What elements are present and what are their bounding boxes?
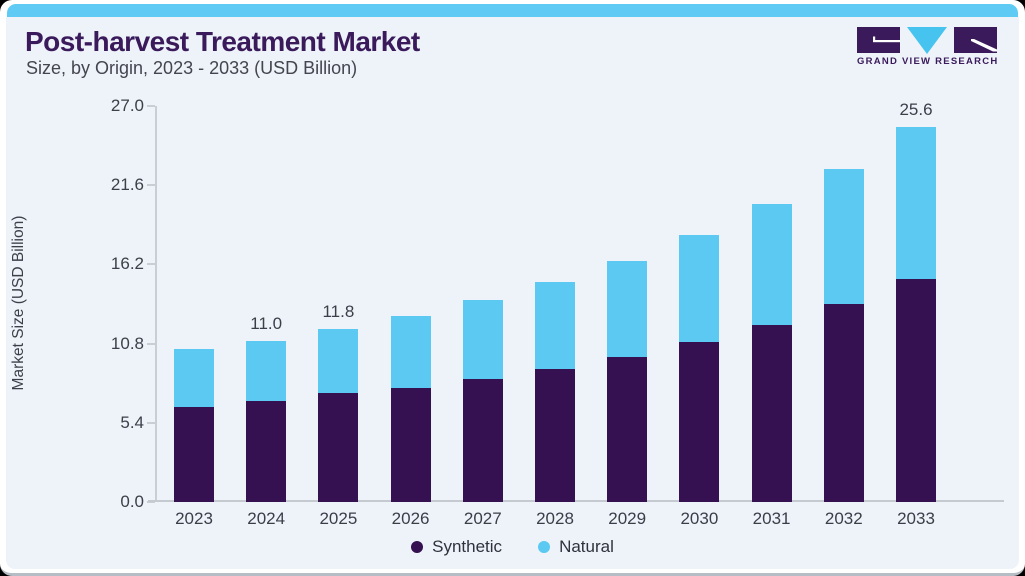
bar-2029 — [607, 261, 648, 502]
natural-segment — [896, 126, 936, 280]
bar-2028 — [535, 282, 575, 502]
bar-value-label: 11.0 — [250, 313, 283, 333]
top-accent-bar — [7, 4, 1018, 17]
x-tick-label: 2032 — [824, 509, 863, 528]
natural-segment — [390, 315, 431, 388]
x-tick-label: 2024 — [247, 509, 286, 528]
synthetic-segment — [823, 304, 864, 502]
natural-segment — [462, 299, 503, 379]
synthetic-segment — [535, 368, 575, 502]
x-tick-label: 2030 — [680, 509, 719, 528]
legend-item-natural: Natural — [538, 537, 614, 557]
y-tick-label: 16.2 — [110, 254, 144, 274]
legend-item-synthetic: Synthetic — [411, 537, 502, 557]
synthetic-segment — [246, 400, 287, 502]
bar-2024: 11.0 — [246, 314, 287, 502]
y-tick-mark — [147, 263, 155, 266]
y-tick-label: 0.0 — [120, 492, 144, 511]
bar-2033: 25.6 — [896, 100, 936, 502]
synthetic-segment — [390, 387, 431, 502]
x-tick-label: 2028 — [536, 509, 574, 528]
y-tick-label: 10.8 — [110, 333, 144, 353]
y-axis-line — [155, 106, 157, 502]
synthetic-segment — [174, 406, 214, 502]
x-tick-label: 2033 — [897, 509, 935, 528]
bar-2025: 11.8 — [318, 302, 359, 502]
natural-segment — [607, 261, 648, 357]
natural-segment — [679, 235, 720, 343]
legend-label-synthetic: Synthetic — [432, 537, 503, 556]
y-tick-label: 21.6 — [110, 175, 144, 195]
y-tick-mark — [147, 501, 155, 503]
y-axis-ticks: 0.0 5.4 10.8 16.2 21.6 27.0 — [0, 96, 1025, 511]
x-tick-label: 2027 — [463, 509, 502, 528]
natural-segment — [174, 349, 214, 407]
natural-segment — [318, 328, 359, 394]
bar-2026 — [390, 315, 431, 502]
x-tick-label: 2029 — [608, 509, 647, 528]
synthetic-segment — [751, 324, 792, 502]
y-tick-label: 27.0 — [110, 96, 144, 115]
natural-swatch-icon — [538, 541, 551, 553]
natural-segment — [751, 204, 792, 325]
page-title: Post-harvest Treatment Market — [25, 26, 420, 57]
y-tick-label: 5.4 — [120, 412, 144, 432]
bar-value-label: 11.8 — [322, 301, 355, 321]
y-tick-mark — [147, 184, 155, 187]
natural-segment — [823, 169, 864, 304]
x-tick-label: 2026 — [391, 509, 430, 528]
natural-segment — [246, 340, 287, 401]
y-tick-mark — [147, 421, 155, 424]
bars-plot-area: 11.0 11.8 25.6 — [155, 100, 1015, 502]
y-tick-mark — [147, 342, 155, 345]
bar-value-label: 25.6 — [899, 99, 933, 119]
page-subtitle: Size, by Origin, 2023 - 2033 (USD Billio… — [26, 58, 358, 78]
x-axis-labels: 2023 2024 2025 2026 2027 2028 2029 2030 2031 2032… — [0, 509, 1025, 531]
synthetic-segment — [679, 342, 720, 502]
synthetic-segment — [607, 356, 648, 502]
synthetic-segment — [462, 378, 503, 502]
bar-2027 — [462, 299, 503, 502]
logo-wordmark: GRAND VIEW RESEARCH — [857, 56, 999, 67]
x-tick-label: 2023 — [175, 509, 213, 528]
synthetic-swatch-icon — [411, 541, 424, 553]
x-tick-label: 2031 — [752, 509, 791, 528]
y-tick-mark — [147, 105, 155, 107]
chart-legend: Synthetic Natural — [0, 537, 1025, 557]
bar-2032 — [823, 169, 864, 502]
bar-2031 — [751, 204, 792, 502]
natural-segment — [535, 282, 575, 369]
x-axis-line — [148, 500, 1004, 502]
synthetic-segment — [318, 393, 359, 502]
x-tick-label: 2025 — [319, 509, 358, 528]
legend-label-natural: Natural — [559, 537, 614, 556]
bar-2023 — [174, 349, 214, 502]
grand-view-research-logo-icon — [857, 27, 997, 54]
bar-2030 — [679, 235, 720, 502]
synthetic-segment — [896, 279, 936, 502]
